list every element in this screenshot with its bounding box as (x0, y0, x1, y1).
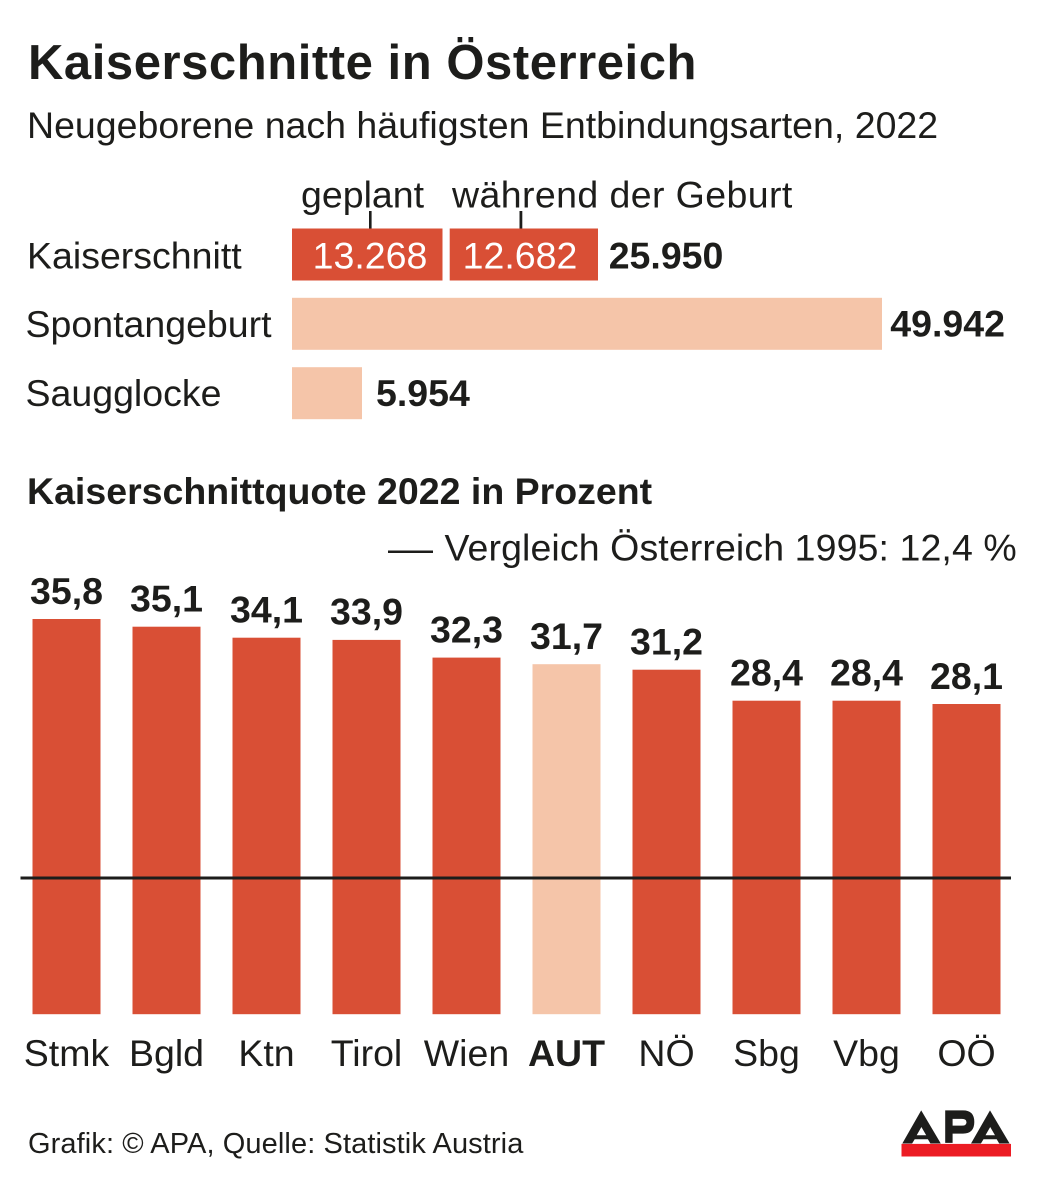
svg-text:Wien: Wien (424, 1032, 509, 1074)
svg-text:OÖ: OÖ (937, 1032, 995, 1074)
svg-text:31,2: 31,2 (630, 621, 703, 663)
svg-text:Kaiserschnitt: Kaiserschnitt (27, 235, 242, 277)
svg-text:49.942: 49.942 (890, 303, 1005, 345)
svg-text:AUT: AUT (528, 1032, 605, 1074)
svg-text:13.268: 13.268 (313, 235, 428, 277)
svg-text:Spontangeburt: Spontangeburt (26, 303, 273, 345)
svg-text:33,9: 33,9 (330, 591, 403, 633)
svg-text:Vbg: Vbg (833, 1032, 900, 1074)
svg-text:28,4: 28,4 (730, 652, 803, 694)
svg-text:Tirol: Tirol (331, 1032, 403, 1074)
svg-text:Ktn: Ktn (238, 1032, 294, 1074)
svg-text:Neugeborene nach häufigsten En: Neugeborene nach häufigsten Entbindungsa… (27, 104, 938, 146)
svg-text:31,7: 31,7 (530, 615, 603, 657)
svg-text:25.950: 25.950 (609, 235, 724, 277)
svg-text:Vergleich Österreich 1995: 12,: Vergleich Österreich 1995: 12,4 % (445, 527, 1017, 569)
svg-text:28,4: 28,4 (830, 652, 903, 694)
svg-text:Kaiserschnitte in Österreich: Kaiserschnitte in Österreich (28, 36, 697, 90)
svg-text:während der Geburt: während der Geburt (451, 174, 793, 216)
svg-text:NÖ: NÖ (638, 1032, 694, 1074)
svg-text:Stmk: Stmk (24, 1032, 110, 1074)
svg-text:35,1: 35,1 (130, 578, 203, 620)
svg-text:Saugglocke: Saugglocke (26, 372, 222, 414)
svg-text:Bgld: Bgld (129, 1032, 204, 1074)
svg-text:35,8: 35,8 (30, 570, 103, 612)
svg-text:12.682: 12.682 (463, 235, 578, 277)
svg-text:Kaiserschnittquote 2022 in Pro: Kaiserschnittquote 2022 in Prozent (27, 470, 653, 512)
svg-text:28,1: 28,1 (930, 655, 1003, 697)
svg-text:34,1: 34,1 (230, 589, 303, 631)
svg-text:32,3: 32,3 (430, 608, 503, 650)
svg-text:geplant: geplant (301, 174, 425, 216)
svg-text:Grafik: © APA, Quelle: Statist: Grafik: © APA, Quelle: Statistik Austria (28, 1128, 524, 1160)
svg-text:Sbg: Sbg (733, 1032, 800, 1074)
svg-text:5.954: 5.954 (376, 372, 470, 414)
